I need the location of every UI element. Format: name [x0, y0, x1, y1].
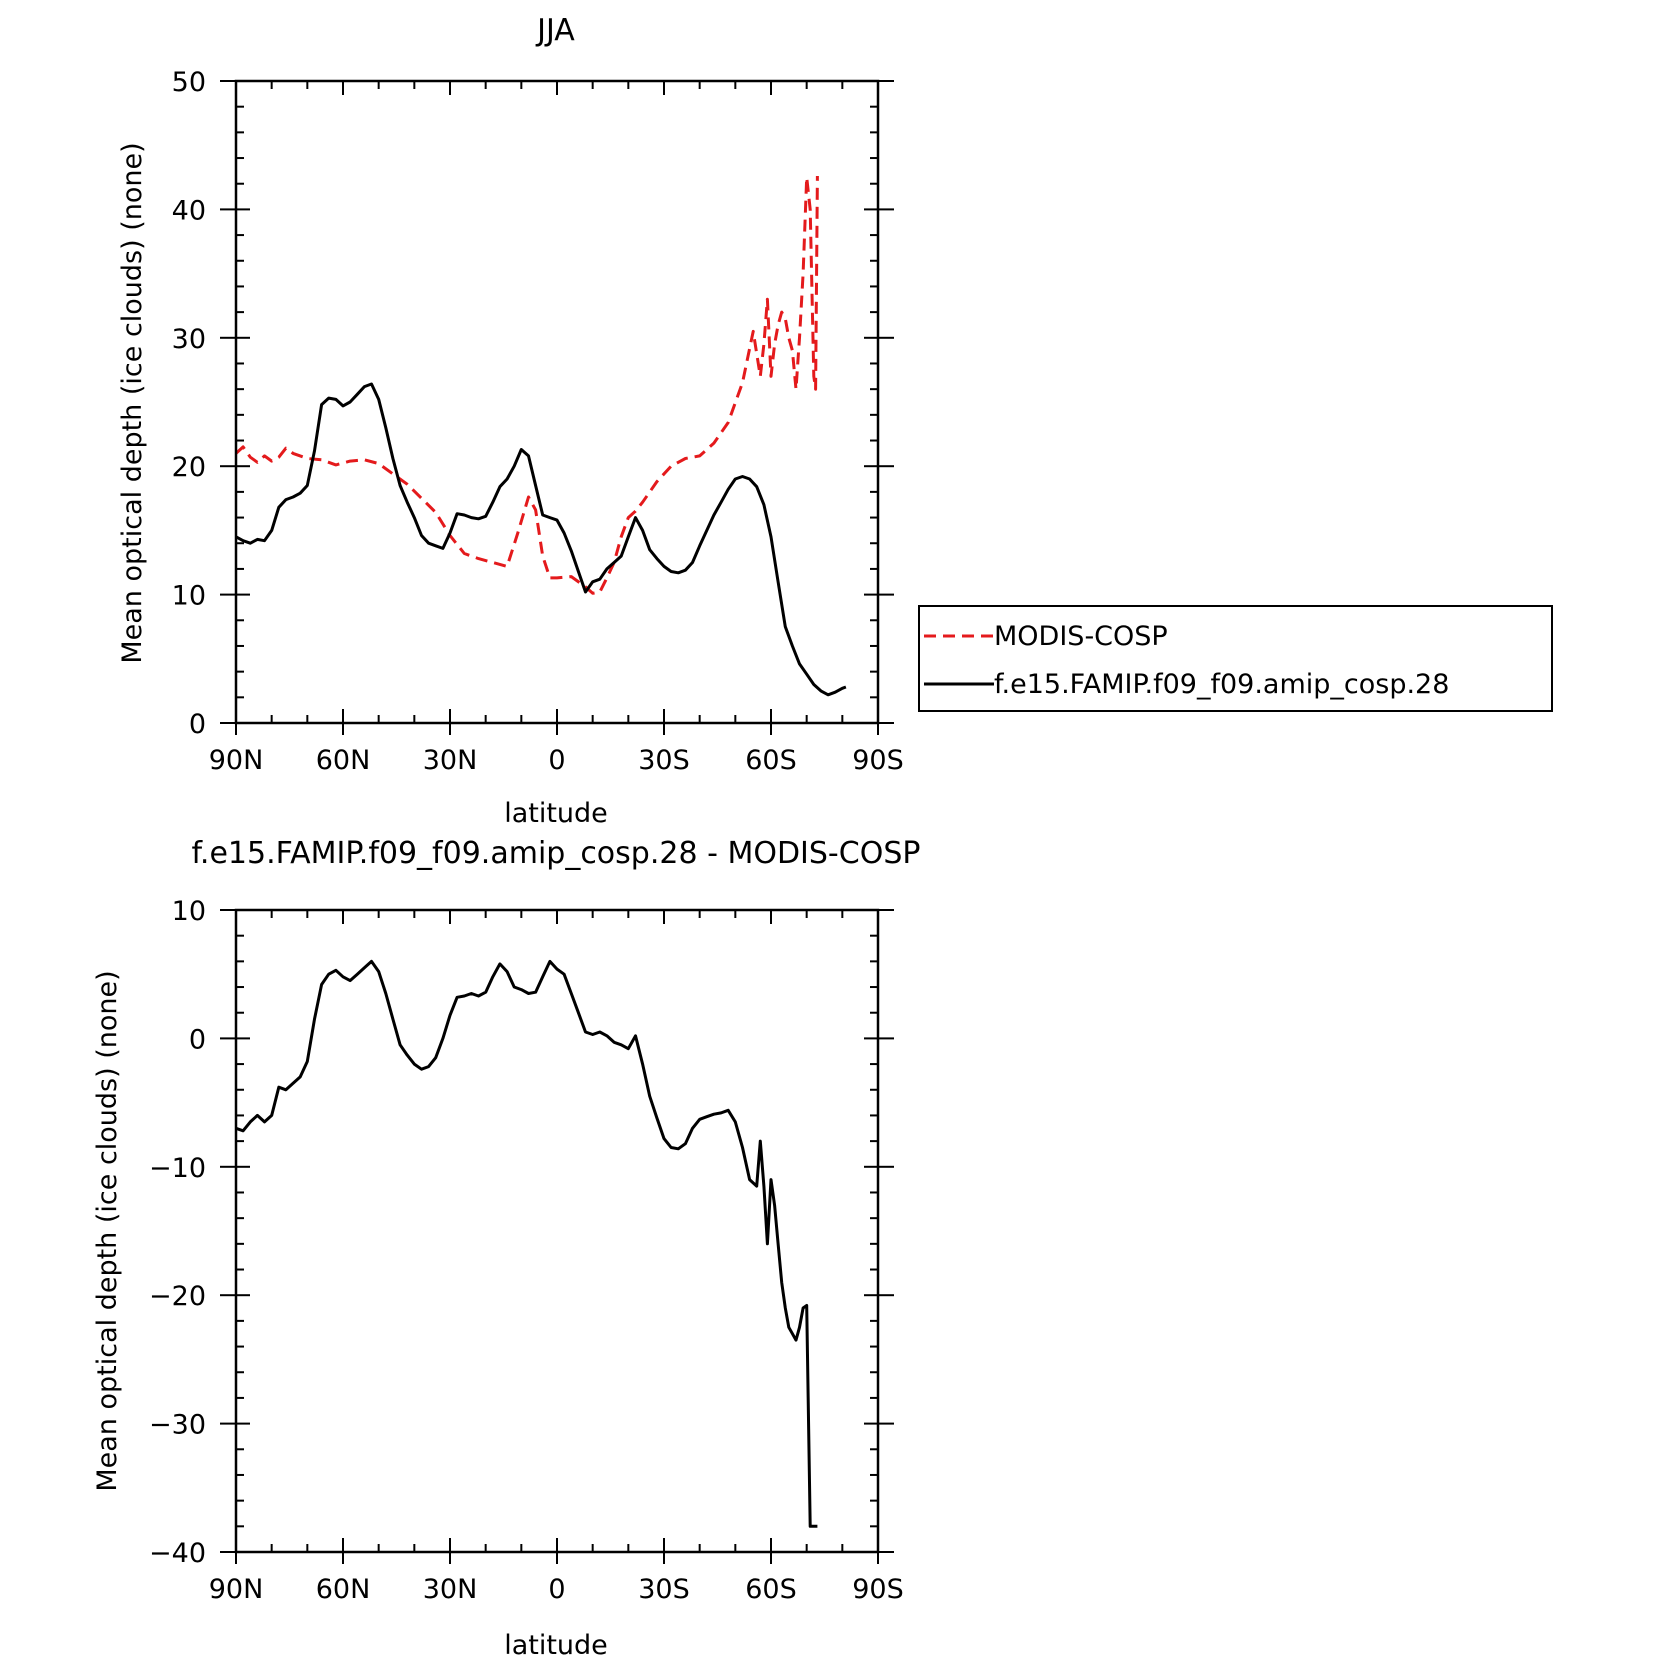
top-plot-frame	[234, 79, 880, 725]
top-x-tick-label: 30S	[638, 745, 690, 776]
bottom-y-tick-label: −40	[149, 1538, 206, 1569]
legend-model-label: f.e15.FAMIP.f09_f09.amip_cosp.28	[994, 669, 1449, 700]
top-y-axis-title: Mean optical depth (ice clouds) (none)	[117, 142, 148, 663]
top-y-tick-label: 30	[172, 324, 206, 355]
bottom-x-tick-label: 60S	[745, 1574, 797, 1605]
bottom-x-tick-label: 90N	[209, 1574, 264, 1605]
top-axis-ticks: 90N 60N 30N 0 30S 60S 90S 0 10 20 30 40 50	[172, 67, 904, 776]
top-x-tick-label: 30N	[423, 745, 478, 776]
bottom-series-layer	[235, 959, 818, 1528]
top-series-line-modis-cosp	[234, 175, 819, 595]
top-y-tick-label: 10	[172, 581, 206, 612]
bottom-axis-ticks: 90N 60N 30N 0 30S 60S 90S −40 −30 −20 −10 0 10	[149, 896, 904, 1605]
bottom-y-tick-label: −30	[149, 1410, 206, 1441]
top-x-axis-title: latitude	[504, 798, 608, 829]
top-series-line-model	[235, 382, 847, 697]
top-x-tick-label: 0	[548, 745, 565, 776]
top-y-tick-label: 40	[172, 195, 206, 226]
legend-box	[918, 605, 1553, 712]
top-x-tick-label: 90N	[209, 745, 264, 776]
bottom-panel: f.e15.FAMIP.f09_f09.amip_cosp.28 - MODIS…	[92, 836, 920, 1661]
top-y-tick-label: 0	[189, 709, 206, 740]
top-panel: JJA latitude Mean optical depth (ice clo…	[117, 13, 904, 829]
top-y-tick-label: 50	[172, 67, 206, 98]
top-x-tick-label: 60N	[316, 745, 371, 776]
top-y-tick-label: 20	[172, 452, 206, 483]
bottom-x-tick-label: 90S	[852, 1574, 904, 1605]
bottom-x-tick-label: 60N	[316, 1574, 371, 1605]
top-chart-title: JJA	[535, 13, 575, 48]
bottom-x-axis-title: latitude	[504, 1630, 608, 1661]
top-series-layer	[234, 175, 847, 697]
top-legend: MODIS-COSP f.e15.FAMIP.f09_f09.amip_cosp…	[918, 605, 1553, 712]
top-x-tick-label: 60S	[745, 745, 797, 776]
top-x-tick-label: 90S	[852, 745, 904, 776]
bottom-x-tick-label: 30N	[423, 1574, 478, 1605]
legend-modis-label: MODIS-COSP	[994, 621, 1168, 652]
bottom-x-tick-label: 0	[548, 1574, 565, 1605]
bottom-y-axis-title: Mean optical depth (ice clouds) (none)	[92, 970, 123, 1491]
bottom-series-line-model	[235, 959, 818, 1528]
bottom-chart-title: f.e15.FAMIP.f09_f09.amip_cosp.28 - MODIS…	[192, 836, 921, 871]
bottom-x-tick-label: 30S	[638, 1574, 690, 1605]
bottom-y-tick-label: −10	[149, 1153, 206, 1184]
bottom-y-tick-label: −20	[149, 1281, 206, 1312]
bottom-y-tick-label: 10	[172, 896, 206, 927]
bottom-plot-frame	[234, 908, 880, 1554]
bottom-y-tick-label: 0	[189, 1024, 206, 1055]
